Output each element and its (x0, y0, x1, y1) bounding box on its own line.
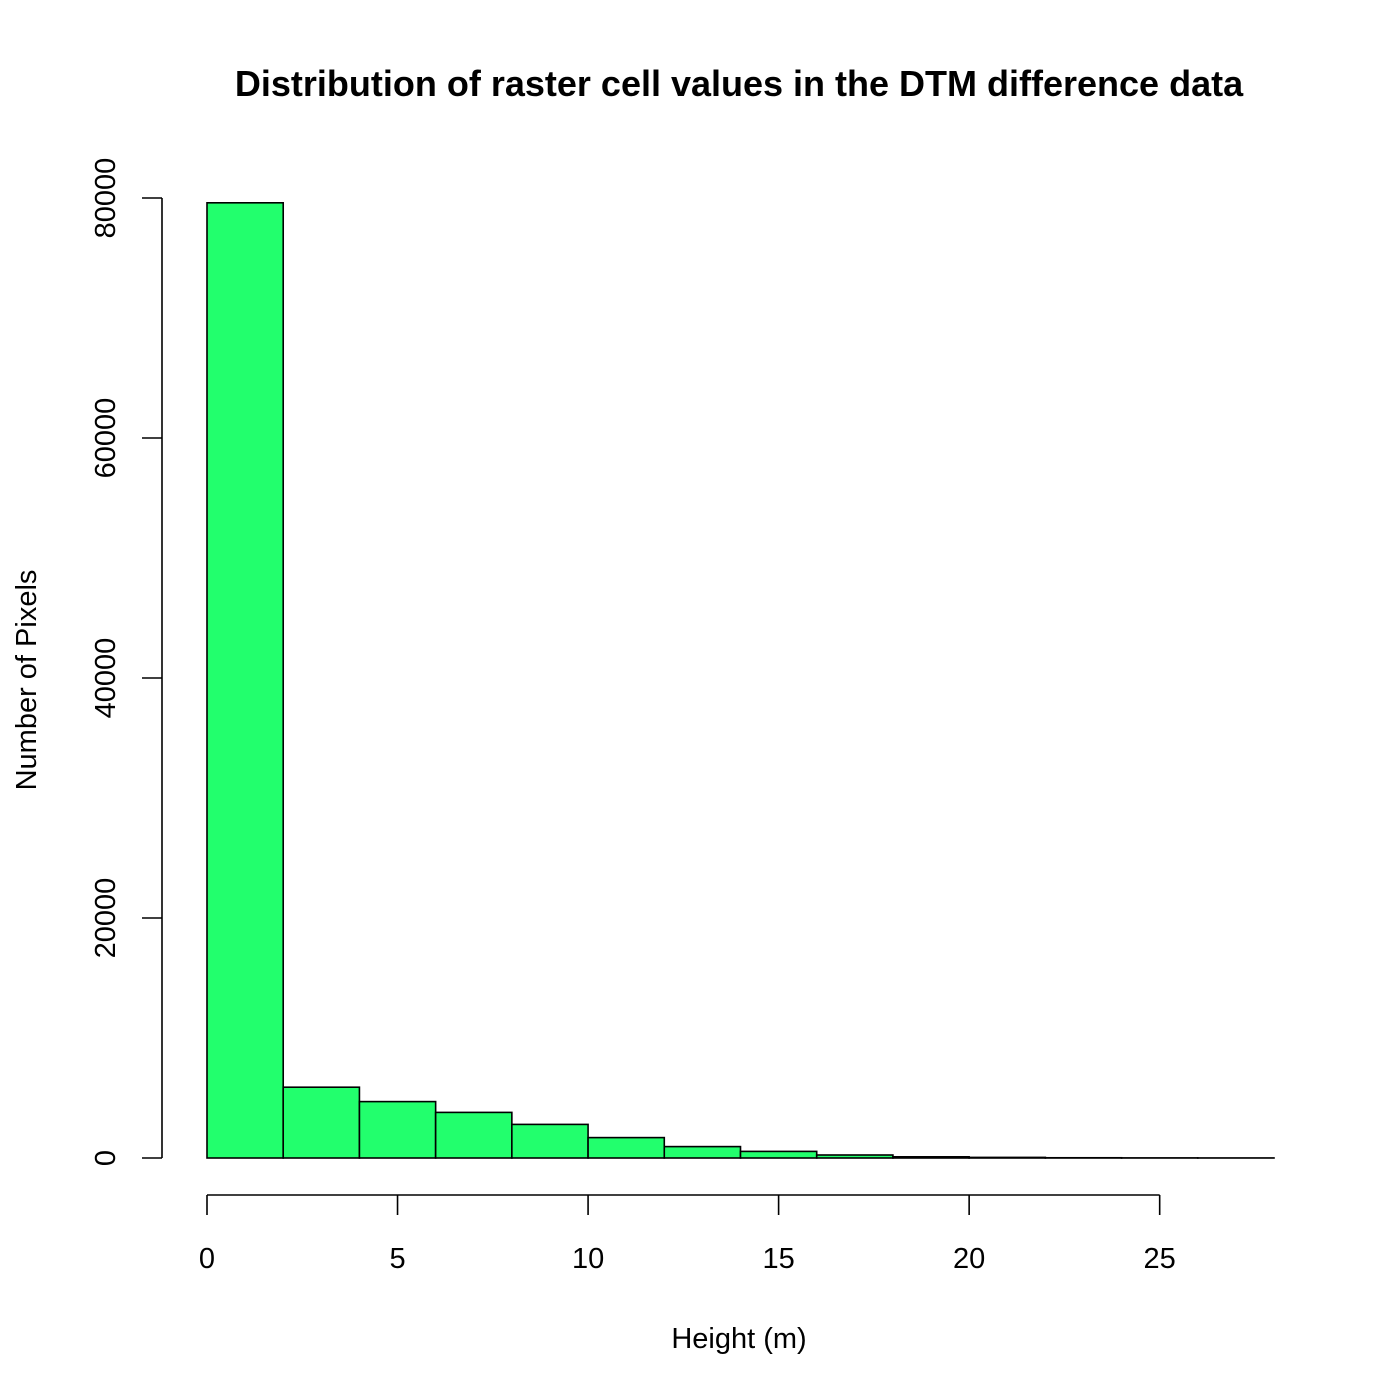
histogram-bar (968, 1156, 1047, 1159)
x-tick-label: 10 (572, 1243, 604, 1275)
x-tick-label: 20 (953, 1243, 985, 1275)
x-tick-label: 15 (762, 1243, 794, 1275)
x-tick-label: 0 (199, 1243, 215, 1275)
x-axis: 0 5 10 15 20 25 (199, 1194, 1176, 1275)
histogram-bar (358, 1100, 437, 1159)
y-tick-label: 20000 (90, 878, 122, 959)
histogram-bar (663, 1145, 742, 1159)
x-tick-label: 25 (1144, 1243, 1176, 1275)
chart-title: Distribution of raster cell values in th… (235, 63, 1244, 104)
histogram-bar (434, 1111, 513, 1159)
y-axis-label: Number of Pixels (11, 570, 43, 791)
histogram-bar (892, 1156, 970, 1159)
histogram-bar (815, 1154, 894, 1159)
y-tick-label: 0 (90, 1150, 122, 1166)
histogram-bar (511, 1123, 589, 1159)
y-tick-label: 60000 (90, 398, 122, 479)
x-axis-label: Height (m) (671, 1323, 806, 1355)
y-axis: 0 20000 40000 60000 80000 (90, 158, 163, 1166)
histogram-bar (587, 1136, 666, 1159)
x-tick-label: 5 (389, 1243, 405, 1275)
histogram-bar (739, 1150, 818, 1159)
y-tick-label: 40000 (90, 638, 122, 719)
histogram-bar (282, 1086, 361, 1159)
y-tick-label: 80000 (90, 158, 122, 239)
bars-group (206, 202, 1275, 1159)
histogram-bar (206, 202, 285, 1159)
